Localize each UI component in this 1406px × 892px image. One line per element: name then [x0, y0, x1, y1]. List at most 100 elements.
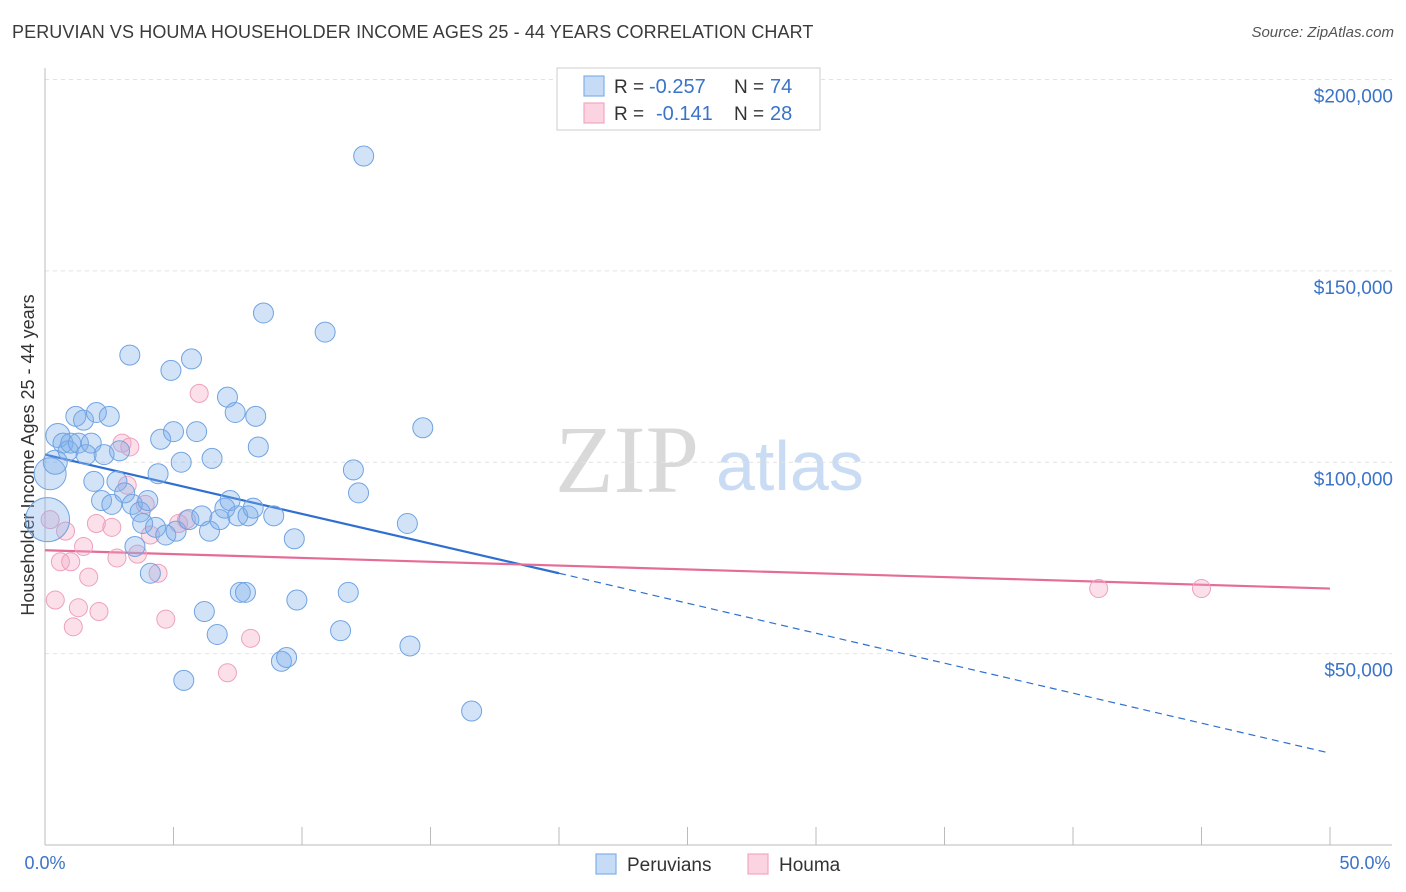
peruvians-point: [314, 321, 336, 343]
peruvians-trend-line: [44, 453, 560, 575]
peruvians-point: [412, 417, 434, 439]
y-tick-label: $200,000: [1314, 87, 1393, 108]
x-tick-label-min: 0.0%: [24, 853, 65, 873]
peruvians-point: [85, 401, 107, 423]
legend-r-label-2: R =: [614, 104, 644, 125]
legend-n-value-2: 28: [770, 103, 792, 125]
legend-r-label-1: R =: [614, 77, 644, 98]
peruvians-point: [42, 449, 68, 475]
peruvians-point: [242, 497, 264, 519]
houma-point: [241, 628, 261, 648]
peruvians-point: [245, 405, 267, 427]
houma-point: [50, 552, 70, 572]
peruvians-point: [337, 581, 359, 603]
watermark-zip: ZIP: [555, 406, 699, 513]
peruvians-point: [286, 589, 308, 611]
y-tick-labels: $50,000 $100,000 $150,000 $200,000: [1314, 87, 1393, 682]
peruvians-point: [263, 505, 285, 527]
peruvians-point: [209, 509, 231, 531]
chart-title: PERUVIAN VS HOUMA HOUSEHOLDER INCOME AGE…: [12, 22, 814, 42]
peruvians-point: [396, 512, 418, 534]
peruvians-point: [147, 463, 169, 485]
houma-point: [74, 536, 94, 556]
peruvians-trend-extension: [558, 572, 1331, 754]
y-tick-label: $100,000: [1314, 469, 1393, 490]
peruvians-point: [201, 447, 223, 469]
peruvians-point: [170, 451, 192, 473]
houma-point: [61, 552, 81, 572]
houma-point: [217, 663, 237, 683]
peruvians-point: [145, 516, 167, 538]
houma-trend-line: [44, 549, 1331, 590]
y-axis-title: Householder Income Ages 25 - 44 years: [18, 294, 38, 615]
peruvians-point: [137, 490, 159, 512]
peruvians-point: [160, 359, 182, 381]
peruvians-point: [150, 428, 172, 450]
peruvians-point: [330, 620, 352, 642]
peruvians-point: [106, 470, 128, 492]
houma-point: [156, 609, 176, 629]
peruvians-point: [219, 490, 241, 512]
peruvians-point: [206, 623, 228, 645]
houma-point: [189, 383, 209, 403]
houma-point: [86, 513, 106, 533]
y-tick-label: $150,000: [1314, 278, 1393, 299]
peruvians-point: [234, 581, 256, 603]
x-ticks: [173, 827, 1331, 845]
peruvians-point: [75, 444, 97, 466]
houma-point: [89, 602, 109, 622]
series-legend: Peruvians Houma: [595, 853, 841, 876]
peruvians-point: [98, 405, 120, 427]
peruvians-point: [25, 497, 71, 543]
peruvians-point: [229, 581, 251, 603]
peruvians-point: [73, 409, 95, 431]
peruvians-points: [25, 145, 483, 722]
gridlines: [45, 79, 1392, 655]
legend-n-value-1: 74: [770, 76, 792, 98]
bottom-legend-swatch-houma: [747, 853, 769, 875]
houma-point: [45, 590, 65, 610]
peruvians-point: [33, 457, 67, 491]
houma-point: [79, 567, 99, 587]
peruvians-point: [186, 421, 208, 443]
bottom-legend-label-peruvians: Peruvians: [627, 855, 712, 876]
houma-points: [40, 383, 1211, 683]
houma-point: [40, 510, 60, 530]
bottom-legend-label-houma: Houma: [779, 855, 841, 876]
houma-point: [102, 517, 122, 537]
correlation-legend: R = -0.257 N = 74 R = -0.141 N = 28: [556, 67, 821, 131]
houma-point: [1192, 579, 1211, 599]
peruvians-point: [139, 562, 161, 584]
peruvians-point: [342, 459, 364, 481]
houma-point: [63, 617, 83, 637]
peruvians-point: [191, 505, 213, 527]
peruvians-point: [114, 482, 136, 504]
peruvians-point: [180, 348, 202, 370]
peruvians-point: [178, 509, 200, 531]
y-tick-label: $50,000: [1324, 661, 1393, 682]
peruvians-point: [348, 482, 370, 504]
houma-point: [56, 521, 76, 541]
peruvians-point: [283, 528, 305, 550]
peruvians-point: [83, 470, 105, 492]
peruvians-point: [399, 635, 421, 657]
peruvians-point: [57, 440, 79, 462]
houma-point: [148, 563, 168, 583]
peruvians-point: [119, 344, 141, 366]
peruvians-point: [163, 421, 184, 443]
houma-point: [1089, 579, 1109, 599]
legend-swatch-peruvians: [583, 75, 605, 97]
legend-n-label-2: N =: [734, 104, 764, 125]
watermark-atlas: atlas: [716, 427, 864, 505]
bottom-legend-swatch-peruvians: [595, 853, 617, 875]
legend-n-label-1: N =: [734, 77, 764, 98]
houma-point: [176, 510, 196, 530]
houma-point: [107, 548, 127, 568]
legend-r-value-2: -0.141: [656, 103, 713, 125]
peruvians-point: [224, 401, 246, 423]
peruvians-point: [60, 432, 82, 454]
peruvians-point: [216, 386, 238, 408]
peruvians-point: [67, 432, 89, 454]
source-label: Source: ZipAtlas.com: [1251, 24, 1394, 41]
